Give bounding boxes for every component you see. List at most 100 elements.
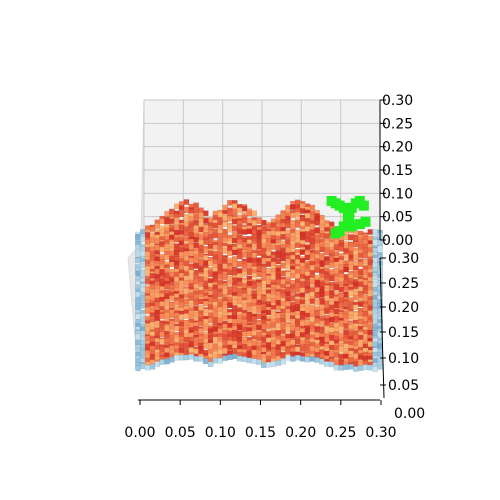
surface-point (319, 255, 325, 261)
surface-point (333, 364, 340, 371)
surface-point (328, 275, 335, 282)
surface-point (202, 224, 209, 231)
surface-point (314, 219, 320, 226)
surface-point (304, 344, 311, 350)
highlight-point (346, 221, 357, 232)
surface-point (227, 250, 233, 257)
surface-point (290, 288, 296, 294)
surface-point (256, 294, 262, 301)
surface-point (323, 260, 330, 266)
surface-point (290, 324, 296, 331)
surface-point (198, 212, 204, 219)
tick-labels: 0.00 0.05 0.10 0.15 0.20 0.25 0.30 0.00 0.05 0.10… (124, 93, 425, 441)
surface-point (207, 361, 214, 368)
surface-point (135, 313, 141, 320)
surface-point (231, 218, 238, 225)
surface-point (338, 286, 345, 293)
surface-point (323, 274, 330, 280)
surface-point (164, 347, 170, 354)
surface-point (183, 299, 190, 305)
y-tick-label: 0.15 (388, 325, 419, 341)
surface-point (207, 260, 214, 267)
surface-point (202, 343, 209, 350)
surface-point (154, 223, 161, 229)
surface-point (207, 250, 214, 257)
surface-point (164, 312, 170, 318)
surface-point (280, 289, 287, 295)
surface-point (222, 204, 228, 211)
surface-point (159, 258, 166, 265)
surface-point (222, 248, 228, 254)
surface-point (348, 357, 354, 363)
surface-point (285, 205, 291, 211)
surface-point (323, 249, 330, 256)
surface-point (193, 263, 199, 269)
surface-point (261, 323, 267, 329)
surface-point (169, 320, 175, 326)
surface-point (183, 336, 190, 343)
surface-point (270, 230, 277, 237)
surface-point (251, 315, 257, 322)
surface-point (275, 294, 282, 301)
surface-point (217, 211, 224, 218)
surface-point (367, 282, 374, 288)
surface-point (372, 314, 378, 321)
surface-point (188, 223, 195, 229)
surface-point (212, 258, 219, 265)
surface-point (314, 311, 320, 317)
x-tick-label: 0.20 (285, 425, 316, 441)
surface-point (338, 326, 345, 332)
surface-point (323, 361, 330, 367)
axis-lines (138, 99, 386, 405)
surface-point (357, 239, 364, 246)
surface-point (290, 356, 296, 362)
x-tick-label: 0.10 (205, 425, 236, 441)
surface-point (140, 363, 146, 370)
surface-point (231, 277, 238, 284)
surface-point (280, 279, 287, 285)
surface-point (183, 230, 190, 237)
x-tick-label: 0.00 (124, 425, 155, 441)
surface-point (309, 238, 316, 245)
surface-point (207, 233, 214, 240)
surface-point (164, 210, 170, 217)
surface-point (256, 234, 262, 240)
surface-point (178, 283, 185, 290)
surface-point (304, 212, 311, 219)
surface-point (169, 302, 175, 309)
surface-point (183, 260, 190, 267)
surface-point (265, 279, 272, 285)
surface-point (231, 226, 238, 232)
surface-point (202, 358, 209, 365)
surface-point (251, 233, 257, 240)
surface-point (280, 324, 287, 331)
surface-point (231, 203, 238, 209)
surface-point (304, 254, 311, 261)
surface-point (135, 257, 141, 264)
surface-point (198, 252, 204, 258)
surface-point (377, 245, 383, 252)
highlight-points (326, 195, 371, 239)
surface-point (236, 228, 243, 235)
surface-point (323, 319, 330, 325)
surface-point (261, 257, 267, 264)
surface-point (265, 323, 272, 329)
surface-point (309, 214, 316, 221)
surface-point (212, 343, 219, 350)
surface-point (328, 290, 335, 296)
surface-point (222, 215, 228, 222)
surface-point (222, 237, 228, 243)
x-tick-label: 0.05 (165, 425, 196, 441)
surface-point (183, 280, 190, 286)
surface-point (241, 218, 248, 224)
surface-point (314, 234, 320, 241)
surface-point (285, 355, 291, 361)
surface-point (304, 333, 311, 340)
surface-point (323, 290, 330, 297)
surface-point (323, 337, 330, 343)
surface-point (227, 216, 233, 222)
surface-point (140, 330, 146, 337)
surface-point (207, 225, 214, 231)
surface-point (178, 205, 185, 211)
surface-point (338, 346, 345, 352)
